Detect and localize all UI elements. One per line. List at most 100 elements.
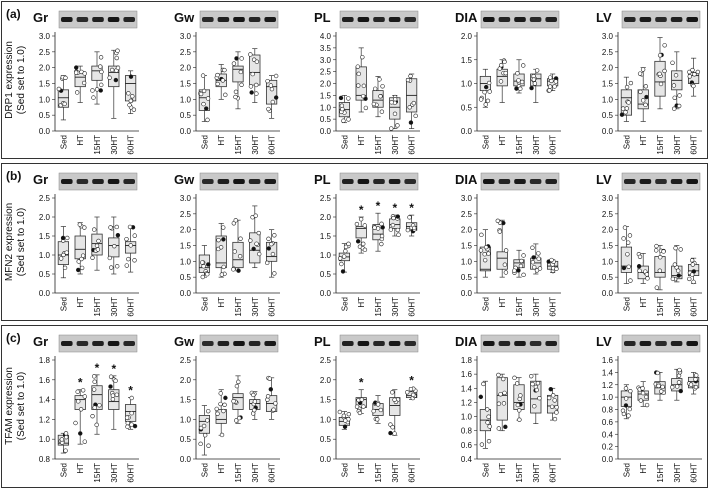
category-label: 30HT (532, 463, 541, 483)
data-point (206, 443, 211, 448)
data-point (389, 126, 394, 131)
data-point (482, 252, 487, 257)
data-point (638, 398, 644, 403)
y-tick-label: 2.0 (180, 226, 192, 235)
data-point (253, 213, 258, 218)
significance-star: * (128, 384, 133, 398)
data-point (114, 392, 120, 397)
data-point (270, 99, 276, 105)
category-label: 30HT (391, 297, 400, 317)
y-tick-label: 0.5 (180, 111, 192, 120)
significance-star: * (359, 203, 364, 217)
data-point (662, 43, 667, 48)
data-point (63, 431, 69, 436)
data-point (670, 384, 675, 390)
data-point (392, 97, 398, 102)
y-tick-label: 2.0 (602, 64, 614, 73)
category-label: 60HT (408, 297, 417, 317)
y-tick-label: 0.0 (320, 455, 332, 464)
y-tick-label: 2.0 (39, 213, 51, 222)
data-point (548, 75, 553, 80)
data-point (521, 63, 526, 68)
data-point (248, 52, 253, 57)
data-point (90, 255, 95, 260)
y-tick-label: 0.6 (602, 418, 614, 427)
data-point (62, 265, 68, 271)
y-tick-label: 2.0 (602, 226, 614, 235)
data-point (64, 250, 69, 255)
data-point (215, 411, 220, 416)
data-point (405, 227, 411, 233)
category-label: 15HT (656, 135, 665, 155)
category-label: 15HT (234, 135, 243, 155)
panel-title: DIA (455, 172, 478, 187)
data-point (249, 90, 254, 95)
blot-band (639, 17, 652, 22)
panel-title: Gw (174, 10, 195, 25)
data-point (390, 425, 395, 430)
data-point (379, 109, 385, 114)
category-label: 30HT (532, 135, 541, 155)
data-point (640, 390, 646, 396)
data-point (536, 256, 541, 261)
category-label: HT (217, 297, 226, 308)
data-point (371, 101, 377, 107)
y-tick-label: 0.0 (461, 127, 473, 136)
category-label: 30HT (251, 297, 260, 317)
y-tick-label: 2.5 (320, 68, 332, 77)
data-point (640, 67, 646, 72)
y-tick-label: 1.8 (39, 356, 51, 365)
data-point (486, 80, 492, 86)
y-tick-label: 0.2 (602, 443, 614, 452)
data-point (372, 225, 377, 230)
blot-band (483, 17, 495, 22)
data-point (218, 401, 223, 407)
data-point (233, 94, 238, 100)
blot-band (624, 179, 636, 184)
data-point (624, 106, 630, 111)
data-point (693, 384, 699, 390)
blot-band (357, 179, 370, 184)
data-point (521, 253, 526, 258)
data-point (551, 393, 556, 398)
panel-title: Gw (174, 334, 195, 349)
data-point (644, 272, 650, 277)
data-point (94, 422, 99, 428)
blot-band (404, 341, 416, 346)
data-point (676, 380, 682, 385)
data-point (77, 222, 83, 227)
data-point (361, 404, 366, 409)
data-point (496, 401, 502, 406)
data-point (530, 245, 535, 250)
category-label: 15HT (93, 297, 102, 317)
category-label: HT (76, 297, 85, 308)
y-tick-label: 0.0 (320, 127, 332, 136)
y-tick-label: 0.0 (39, 289, 51, 298)
blot-band (514, 179, 526, 184)
data-point (338, 95, 344, 101)
data-point (58, 256, 64, 261)
data-point (237, 415, 242, 421)
row-b-ylabel-line1: MFN2 expression (4, 203, 15, 281)
data-point (552, 398, 557, 403)
category-label: 60HT (690, 135, 699, 155)
y-tick-label: 1.4 (602, 368, 614, 377)
data-point (131, 107, 137, 112)
data-point (201, 423, 207, 429)
y-tick-label: 1.8 (461, 356, 473, 365)
category-label: 60HT (549, 297, 558, 317)
data-point (654, 285, 660, 290)
data-point (388, 430, 393, 436)
data-point (115, 48, 120, 53)
y-tick-label: 0.5 (39, 270, 51, 279)
data-point (498, 79, 504, 84)
data-point (108, 225, 113, 230)
data-point (238, 236, 243, 241)
panel-title: DIA (455, 10, 478, 25)
data-point (125, 424, 130, 429)
data-point (113, 378, 118, 383)
category-label: 15HT (374, 297, 383, 317)
blot-band (514, 341, 526, 346)
data-point (496, 426, 501, 431)
data-point (486, 414, 491, 419)
